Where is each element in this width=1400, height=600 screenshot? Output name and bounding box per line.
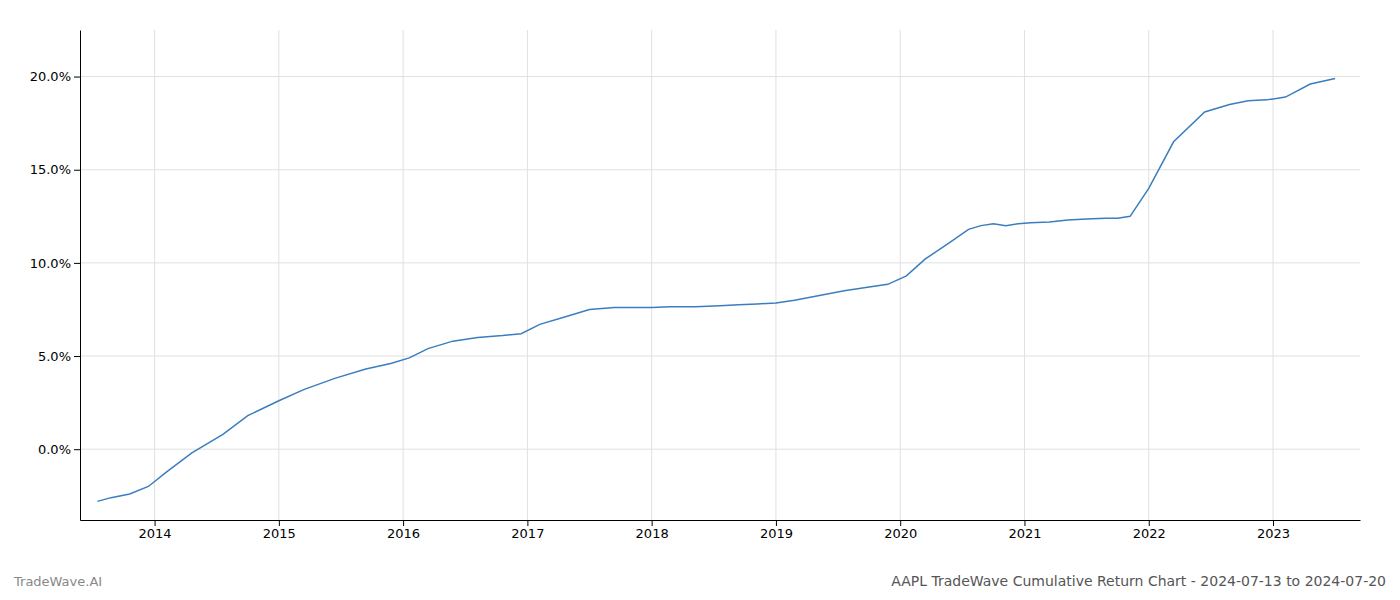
tick: 2021 (1008, 520, 1041, 541)
tick-mark (155, 520, 156, 526)
marks (97, 78, 1335, 501)
tick-label: 5.0% (38, 349, 71, 364)
grid-line (1273, 30, 1274, 520)
title: AAPL TradeWave Cumulative Return Chart -… (891, 573, 1386, 589)
tick-label: 2020 (884, 526, 917, 541)
tick-label: 2019 (760, 526, 793, 541)
grid-line (900, 30, 901, 520)
tick-mark (1149, 520, 1150, 526)
tick: 15.0% (30, 162, 80, 177)
tick-mark (900, 520, 901, 526)
tick-mark (74, 170, 80, 171)
x-axis: 2014 2015 2016 2017 2018 2019 2020 2021 2022 2023 (81, 520, 1361, 541)
axis-line (80, 31, 81, 521)
tick-mark (1024, 520, 1025, 526)
tick: 2015 (263, 520, 296, 541)
tick-mark (74, 263, 80, 264)
tick-mark (74, 356, 80, 357)
plot: 2014 2015 2016 2017 2018 2019 2020 2021 2022 2023… (30, 30, 1361, 541)
tick: 20.0% (30, 69, 80, 84)
tick: 2019 (760, 520, 793, 541)
grid-line (80, 169, 1360, 170)
tick: 2017 (511, 520, 544, 541)
grid (80, 30, 1360, 520)
tick-mark (1273, 520, 1274, 526)
tick: 2014 (139, 520, 172, 541)
tick-label: 2022 (1133, 526, 1166, 541)
tick-label: 2015 (263, 526, 296, 541)
tick-label: 2017 (511, 526, 544, 541)
chart: 2014 2015 2016 2017 2018 2019 2020 2021 2022 2023… (0, 0, 1400, 600)
tick: 2020 (884, 520, 917, 541)
tick-mark (776, 520, 777, 526)
tick-label: 2021 (1008, 526, 1041, 541)
tick-mark (74, 77, 80, 78)
tick-label: 2018 (636, 526, 669, 541)
tick-mark (74, 449, 80, 450)
line (97, 78, 1335, 501)
grid-line (80, 76, 1360, 77)
grid-line (403, 30, 404, 520)
annotation: TradeWave.AI (13, 574, 102, 589)
tick: 2023 (1257, 520, 1290, 541)
tick-label: 20.0% (30, 69, 71, 84)
tick-mark (652, 520, 653, 526)
texts: AAPL TradeWave Cumulative Return Chart -… (13, 573, 1386, 589)
grid-line (80, 356, 1360, 357)
grid-line (278, 30, 279, 520)
tick: 10.0% (30, 256, 80, 271)
grid-line (1024, 30, 1025, 520)
tick-label: 10.0% (30, 256, 71, 271)
tick-label: 15.0% (30, 162, 71, 177)
tick-label: 2016 (387, 526, 420, 541)
grid-line (527, 30, 528, 520)
tick-label: 0.0% (38, 442, 71, 457)
grid-line (775, 30, 776, 520)
tick-mark (527, 520, 528, 526)
tick-mark (279, 520, 280, 526)
grid-line (1148, 30, 1149, 520)
tick-mark (403, 520, 404, 526)
grid-line (651, 30, 652, 520)
tick-label: 2014 (139, 526, 172, 541)
tick: 0.0% (38, 442, 80, 457)
tick-label: 2023 (1257, 526, 1290, 541)
tick: 2018 (636, 520, 669, 541)
tick: 5.0% (38, 349, 80, 364)
grid-line (80, 449, 1360, 450)
axis-line (81, 520, 1361, 521)
tick: 2022 (1133, 520, 1166, 541)
grid-line (80, 262, 1360, 263)
y-axis: 0.0% 5.0% 10.0% 15.0% 20.0% (30, 31, 81, 521)
grid-line (154, 30, 155, 520)
tick: 2016 (387, 520, 420, 541)
